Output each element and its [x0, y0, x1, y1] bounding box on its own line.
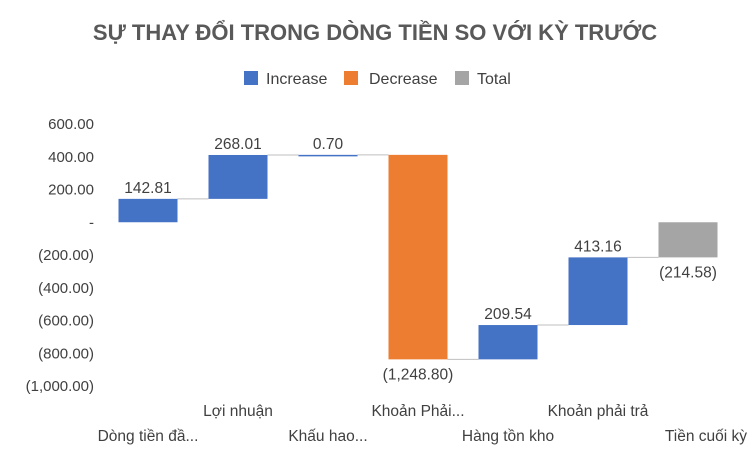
y-axis: 600.00 400.00 200.00 - (200.00) (400.00) (600.…: [26, 116, 94, 395]
data-labels: 142.81 268.01 0.70 (1,248.80) 209.54 413.16 (2…: [124, 136, 717, 383]
bar-total: [658, 222, 718, 258]
x-category-label: Tiền cuối kỳ: [665, 428, 747, 445]
data-label: 142.81: [124, 180, 171, 197]
y-tick-label: (1,000.00): [26, 378, 94, 395]
data-label: 413.16: [574, 238, 621, 255]
legend: Increase Decrease Total: [244, 71, 511, 88]
bar-decrease: [388, 154, 448, 360]
bar-increase: [478, 325, 538, 360]
x-category-label: Khoản phải trả: [548, 403, 649, 420]
y-tick-label: 600.00: [48, 116, 94, 133]
y-tick-label: 400.00: [48, 149, 94, 166]
legend-swatch-decrease: [344, 71, 358, 85]
bars: [118, 154, 718, 360]
y-tick-label: 200.00: [48, 182, 94, 199]
data-label: (1,248.80): [383, 366, 454, 383]
y-tick-label: -: [89, 214, 94, 231]
bar-increase: [298, 154, 358, 157]
x-category-label: Hàng tồn kho: [462, 428, 554, 445]
y-tick-label: (600.00): [38, 313, 94, 330]
data-label: 209.54: [484, 306, 532, 323]
bar-increase: [568, 257, 628, 326]
y-tick-label: (800.00): [38, 345, 94, 362]
chart-title: SỰ THAY ĐỔI TRONG DÒNG TIỀN SO VỚI KỲ TR…: [93, 20, 657, 45]
bar-increase: [118, 198, 178, 223]
y-tick-label: (200.00): [38, 247, 94, 264]
legend-label-increase: Increase: [266, 71, 327, 88]
bar-increase: [208, 154, 268, 199]
legend-swatch-total: [455, 71, 469, 85]
x-category-label: Khấu hao...: [288, 428, 367, 445]
data-label: 268.01: [214, 136, 261, 153]
x-category-label: Khoản Phải...: [371, 403, 464, 420]
data-label: 0.70: [313, 136, 344, 153]
legend-swatch-increase: [244, 71, 258, 85]
connector-lines: [177, 154, 659, 360]
data-label: (214.58): [659, 264, 717, 281]
legend-label-decrease: Decrease: [369, 71, 438, 88]
y-tick-label: (400.00): [38, 280, 94, 297]
x-category-label: Lợi nhuận: [203, 403, 273, 420]
legend-label-total: Total: [477, 71, 511, 88]
x-category-label: Dòng tiền đầ...: [98, 428, 199, 445]
